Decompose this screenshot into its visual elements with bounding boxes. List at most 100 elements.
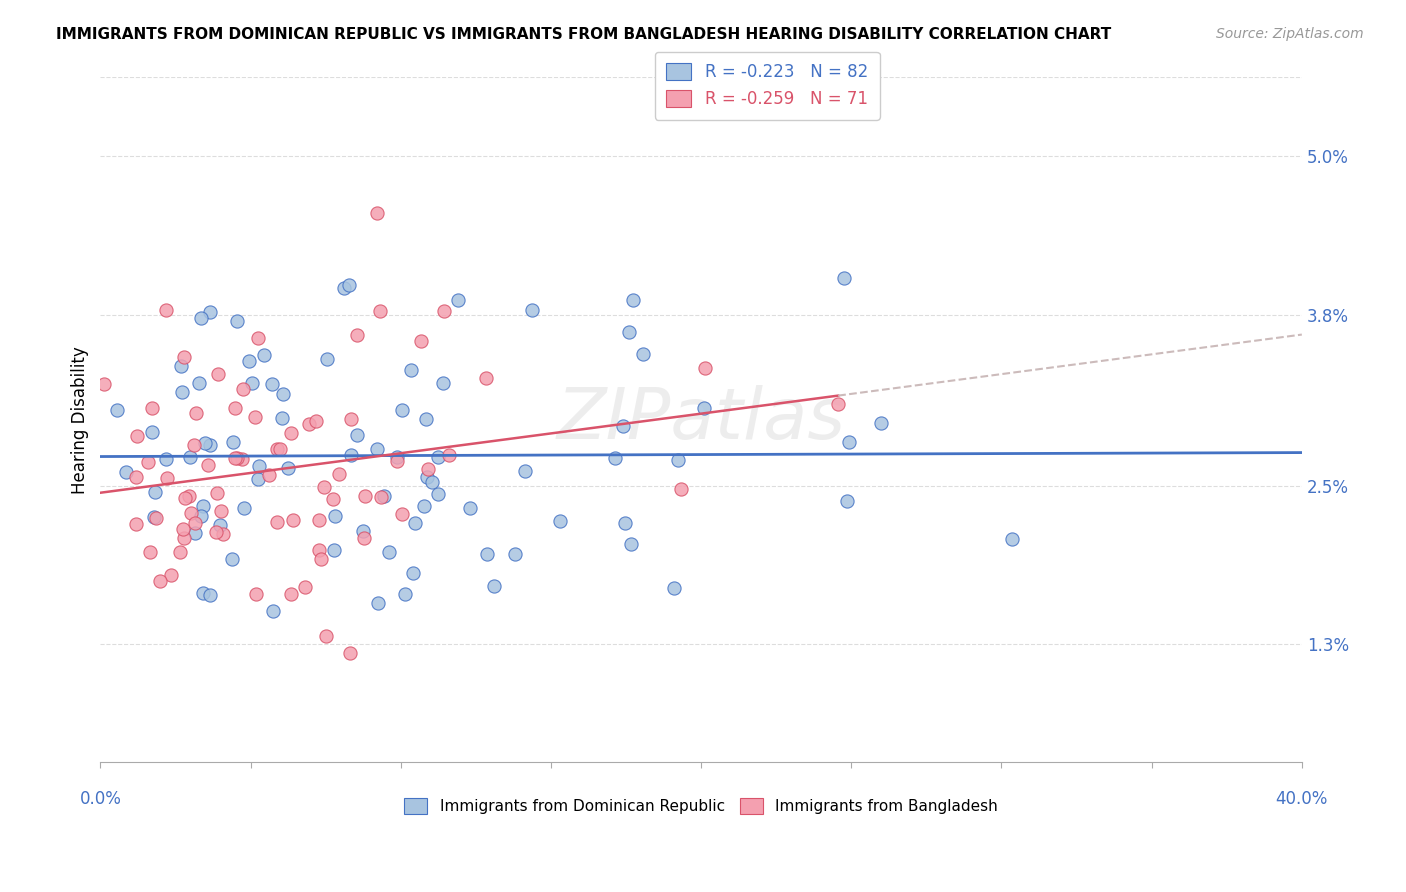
Point <box>184 406 207 420</box>
Point <box>415 469 437 483</box>
Point <box>188 376 211 391</box>
Point <box>205 486 228 500</box>
Point <box>232 382 254 396</box>
Point <box>418 462 440 476</box>
Point <box>385 450 408 464</box>
Point <box>366 205 388 219</box>
Point <box>340 448 363 462</box>
Point <box>105 403 128 417</box>
Point <box>387 454 409 468</box>
Point <box>353 531 375 545</box>
Point <box>193 500 215 514</box>
Point <box>432 376 454 391</box>
Point <box>870 417 893 431</box>
Point <box>266 515 288 529</box>
Point <box>145 511 167 525</box>
Text: IMMIGRANTS FROM DOMINICAN REPUBLIC VS IMMIGRANTS FROM BANGLADESH HEARING DISABIL: IMMIGRANTS FROM DOMINICAN REPUBLIC VS IM… <box>56 27 1112 42</box>
Point <box>340 412 363 426</box>
Point <box>198 305 221 319</box>
Point <box>447 293 470 308</box>
Point <box>232 501 254 516</box>
Point <box>266 442 288 457</box>
Point <box>212 526 235 541</box>
Point <box>231 452 253 467</box>
Legend: Immigrants from Dominican Republic, Immigrants from Bangladesh: Immigrants from Dominican Republic, Immi… <box>395 789 1007 823</box>
Point <box>827 397 849 411</box>
Point <box>198 438 221 452</box>
Point <box>337 277 360 292</box>
Text: 40.0%: 40.0% <box>1275 789 1329 808</box>
Point <box>277 461 299 475</box>
Point <box>693 361 716 376</box>
Point <box>280 425 302 440</box>
Point <box>281 513 304 527</box>
Point <box>550 514 572 528</box>
Point <box>339 646 361 660</box>
Point <box>246 331 269 345</box>
Point <box>513 464 536 478</box>
Point <box>401 362 423 376</box>
Point <box>475 547 498 561</box>
Point <box>394 587 416 601</box>
Point <box>194 435 217 450</box>
Point <box>613 516 636 531</box>
Point <box>426 487 449 501</box>
Point <box>328 467 350 481</box>
Point <box>253 348 276 362</box>
Point <box>439 448 461 462</box>
Point <box>174 491 197 505</box>
Point <box>260 376 283 391</box>
Point <box>205 524 228 539</box>
Point <box>224 401 246 415</box>
Point <box>209 517 232 532</box>
Point <box>180 507 202 521</box>
Point <box>173 531 195 545</box>
Y-axis label: Hearing Disability: Hearing Disability <box>72 346 89 494</box>
Point <box>160 568 183 582</box>
Point <box>415 411 437 425</box>
Point <box>141 401 163 416</box>
Point <box>262 604 284 618</box>
Point <box>458 500 481 515</box>
Point <box>522 302 544 317</box>
Point <box>346 427 368 442</box>
Point <box>183 526 205 541</box>
Point <box>838 434 860 449</box>
Point <box>183 516 205 531</box>
Point <box>170 384 193 399</box>
Point <box>426 450 449 465</box>
Point <box>692 401 714 416</box>
Point <box>240 376 263 390</box>
Point <box>226 313 249 327</box>
Point <box>155 302 177 317</box>
Point <box>366 442 388 456</box>
Point <box>322 543 344 558</box>
Point <box>246 472 269 486</box>
Point <box>179 450 201 465</box>
Point <box>475 370 498 384</box>
Point <box>666 453 689 467</box>
Point <box>125 516 148 531</box>
Point <box>354 489 377 503</box>
Text: 0.0%: 0.0% <box>79 789 121 808</box>
Point <box>173 350 195 364</box>
Point <box>617 325 640 339</box>
Point <box>221 551 243 566</box>
Point <box>315 351 337 366</box>
Point <box>183 438 205 452</box>
Point <box>620 537 643 551</box>
Point <box>378 544 401 558</box>
Point <box>298 417 321 431</box>
Point <box>373 489 395 503</box>
Point <box>191 586 214 600</box>
Point <box>612 418 634 433</box>
Point <box>270 411 292 425</box>
Point <box>93 377 115 392</box>
Point <box>413 500 436 514</box>
Point <box>315 629 337 643</box>
Point <box>325 508 347 523</box>
Point <box>226 451 249 466</box>
Point <box>633 346 655 360</box>
Point <box>200 588 222 602</box>
Point <box>837 494 859 508</box>
